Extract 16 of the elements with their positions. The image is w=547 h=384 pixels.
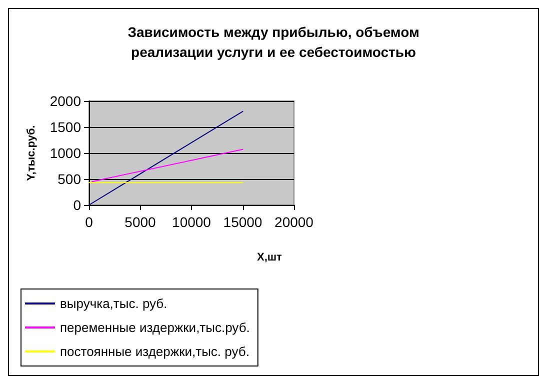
x-axis-title: Х,шт (257, 252, 283, 264)
legend-label: выручка,тыс. руб. (60, 296, 168, 311)
x-tick-label: 10000 (172, 214, 212, 230)
y-tick-label: 1000 (50, 145, 82, 161)
y-tick-label: 0 (73, 197, 82, 213)
x-tick-label: 0 (85, 214, 94, 230)
legend-label: переменные издержки,тыс.руб. (60, 320, 250, 335)
y-axis-title: Y,тыс.руб. (26, 125, 38, 181)
x-tick-label: 15000 (223, 214, 262, 230)
y-tick-label: 500 (58, 171, 82, 187)
legend-label: постоянные издержки,тыс. руб. (60, 344, 250, 359)
x-tick-label: 20000 (274, 214, 314, 230)
chart-title: Зависимость между прибылью, объемом реализации услуги и ее себестоимостью (128, 24, 420, 60)
x-tick-label: 5000 (124, 214, 156, 230)
y-tick-label: 2000 (50, 93, 82, 109)
y-tick-label: 1500 (50, 119, 82, 135)
